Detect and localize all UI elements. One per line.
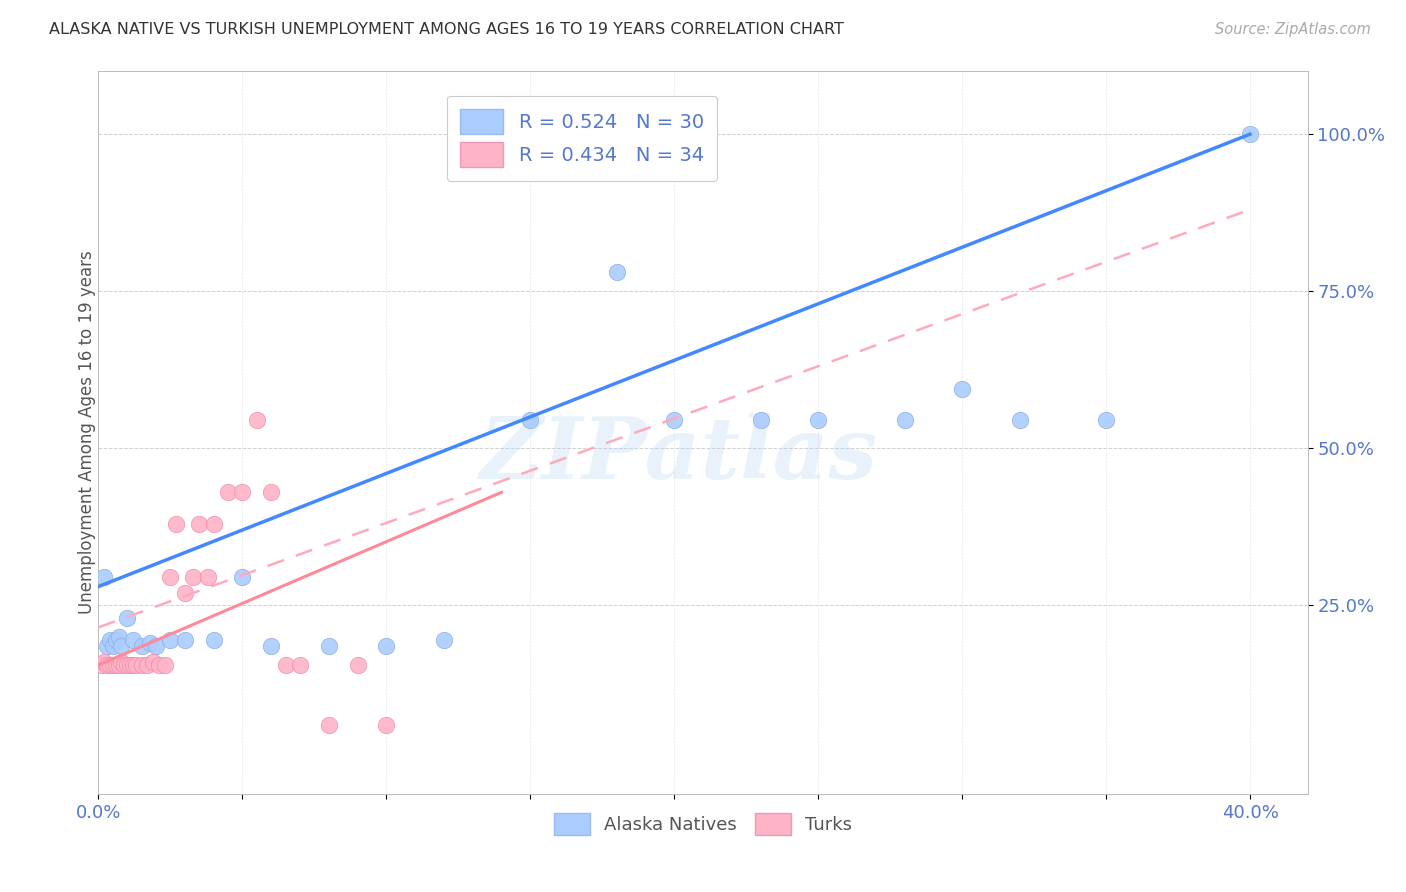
Point [122, 658, 145, 673]
Point [1095, 413, 1118, 427]
Point [807, 413, 830, 427]
Point [318, 718, 340, 732]
Point [950, 382, 973, 396]
Point [202, 516, 225, 531]
Point [93, 570, 115, 584]
Point [375, 639, 398, 653]
Point [107, 658, 129, 673]
Point [96, 658, 118, 673]
Point [101, 639, 124, 653]
Point [145, 639, 167, 653]
Point [98, 632, 121, 647]
Point [173, 632, 195, 647]
Point [101, 658, 124, 673]
Point [188, 516, 211, 531]
Point [110, 639, 132, 653]
Point [104, 658, 127, 673]
Point [96, 639, 118, 653]
Point [1008, 413, 1031, 427]
Point [112, 658, 135, 673]
Point [159, 570, 181, 584]
Point [125, 658, 148, 673]
Point [93, 655, 115, 669]
Point [749, 413, 772, 427]
Y-axis label: Unemployment Among Ages 16 to 19 years: Unemployment Among Ages 16 to 19 years [79, 251, 96, 615]
Text: ZIPatlas: ZIPatlas [479, 412, 877, 496]
Point [104, 632, 127, 647]
Point [159, 632, 181, 647]
Point [231, 485, 253, 500]
Text: ALASKA NATIVE VS TURKISH UNEMPLOYMENT AMONG AGES 16 TO 19 YEARS CORRELATION CHAR: ALASKA NATIVE VS TURKISH UNEMPLOYMENT AM… [49, 22, 844, 37]
Point [664, 413, 686, 427]
Legend: Alaska Natives, Turks: Alaska Natives, Turks [547, 806, 859, 843]
Point [148, 658, 170, 673]
Point [1239, 127, 1261, 141]
Point [165, 516, 187, 531]
Point [131, 658, 153, 673]
Point [110, 655, 132, 669]
Point [519, 413, 541, 427]
Point [183, 570, 205, 584]
Point [139, 636, 162, 650]
Point [606, 265, 628, 279]
Point [260, 485, 283, 500]
Point [115, 658, 138, 673]
Point [246, 413, 269, 427]
Point [90, 658, 112, 673]
Point [153, 658, 176, 673]
Point [375, 718, 398, 732]
Point [433, 632, 456, 647]
Point [131, 639, 153, 653]
Text: Source: ZipAtlas.com: Source: ZipAtlas.com [1215, 22, 1371, 37]
Point [120, 658, 142, 673]
Point [107, 630, 129, 644]
Point [288, 658, 311, 673]
Point [260, 639, 283, 653]
Point [318, 639, 340, 653]
Point [98, 658, 121, 673]
Point [346, 658, 368, 673]
Point [217, 485, 239, 500]
Point [173, 586, 195, 600]
Point [115, 611, 138, 625]
Point [202, 632, 225, 647]
Point [274, 658, 297, 673]
Point [122, 632, 145, 647]
Point [231, 570, 253, 584]
Point [197, 570, 219, 584]
Point [893, 413, 915, 427]
Point [136, 658, 159, 673]
Point [142, 655, 165, 669]
